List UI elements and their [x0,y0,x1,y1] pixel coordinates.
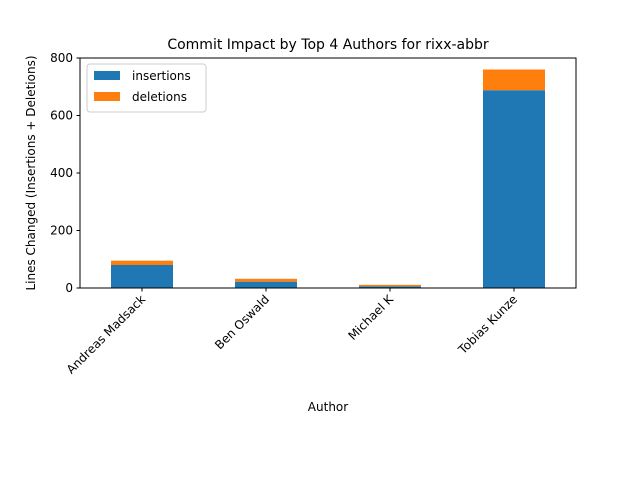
bars-group [111,69,545,288]
bar-deletions-2 [359,284,421,287]
x-tick-label: Ben Oswald [212,292,272,352]
bar-insertions-2 [359,286,421,288]
bar-deletions-1 [235,278,297,282]
y-axis-title: Lines Changed (Insertions + Deletions) [24,55,38,290]
x-tick-label: Andreas Madsack [64,292,148,376]
bar-deletions-0 [111,260,173,265]
legend-label-deletions: deletions [132,90,187,104]
bar-insertions-1 [235,281,297,288]
legend: insertions deletions [86,63,207,113]
legend-swatch-deletions [94,92,120,101]
plot-frame [79,57,577,289]
bar-deletions-3 [483,69,545,91]
y-axis: 0 200 400 600 800 [50,51,80,295]
x-tick-label: Michael K [345,291,396,342]
x-axis: Andreas Madsack Ben Oswald Michael K Tobias… [64,288,520,377]
bar-insertions-0 [111,265,173,288]
y-tick-label: 200 [50,224,73,238]
y-tick-label: 400 [50,166,73,180]
legend-label-insertions: insertions [132,69,191,83]
chart-title: Commit Impact by Top 4 Authors for rixx-… [167,37,489,53]
y-tick-label: 0 [65,281,73,295]
legend-swatch-insertions [94,71,120,80]
x-tick-label: Tobias Kunze [455,292,520,357]
x-axis-title: Author [308,400,348,414]
bar-insertions-3 [483,90,545,288]
y-tick-label: 600 [50,109,73,123]
y-tick-label: 800 [50,51,73,65]
